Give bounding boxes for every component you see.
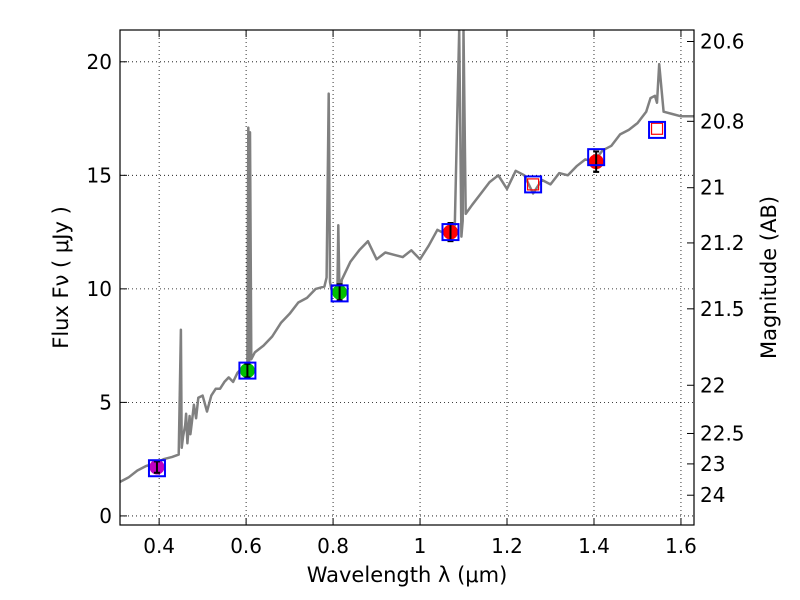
- right-tick-label: 21: [700, 176, 725, 200]
- model-point: [587, 148, 606, 167]
- model-point: [648, 120, 667, 139]
- x-tick-label: 1: [414, 534, 427, 558]
- plot-frame: [119, 29, 695, 526]
- right-tick-label: 23: [700, 452, 725, 476]
- y-axis-label: Flux Fν ( μJy ): [49, 206, 73, 349]
- observed-open-square: [650, 122, 664, 135]
- x-tick-label: 1.6: [665, 534, 697, 558]
- grid: [120, 30, 694, 525]
- model-point: [441, 223, 460, 242]
- right-tick-label: 24: [700, 483, 725, 507]
- x-tick-label: 1.4: [578, 534, 610, 558]
- y-tick-label: 5: [99, 390, 112, 414]
- model-point: [147, 459, 166, 478]
- model-point: [330, 284, 349, 303]
- x-tick-label: 0.6: [230, 534, 262, 558]
- right-tick-label: 22: [700, 373, 725, 397]
- right-tick-label: 21.5: [700, 297, 745, 321]
- spectrum-line: [120, 30, 694, 484]
- right-tick-label: 22.5: [700, 421, 745, 445]
- x-axis-label: Wavelength λ (μm): [307, 563, 508, 587]
- ticks: 0.4 0.6 0.8 1 1.2 1.4 1.6 0 5 10 15 20 20.6 20.8 21 21.…: [87, 30, 745, 558]
- y-tick-label: 0: [99, 504, 112, 528]
- right-tick-label: 20.8: [700, 109, 745, 133]
- y-tick-label: 10: [87, 277, 112, 301]
- right-tick-label: 20.6: [700, 30, 745, 54]
- y-tick-label: 15: [87, 163, 112, 187]
- x-tick-label: 0.4: [143, 534, 175, 558]
- right-axis-label: Magnitude (AB): [757, 196, 781, 359]
- x-tick-label: 1.2: [491, 534, 523, 558]
- right-tick-label: 21.2: [700, 231, 745, 255]
- model-point: [524, 175, 543, 194]
- points-layer: [147, 120, 667, 478]
- spectrum-layer: [120, 30, 694, 484]
- observed-open-square: [527, 178, 540, 191]
- model-point: [238, 361, 257, 380]
- x-tick-label: 0.8: [317, 534, 349, 558]
- y-tick-label: 20: [87, 50, 112, 74]
